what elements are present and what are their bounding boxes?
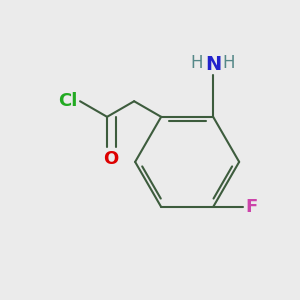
Text: Cl: Cl (58, 92, 77, 110)
Text: H: H (190, 54, 203, 72)
Text: O: O (103, 149, 118, 167)
Text: H: H (222, 54, 235, 72)
Text: N: N (205, 55, 221, 74)
Text: F: F (245, 198, 257, 216)
